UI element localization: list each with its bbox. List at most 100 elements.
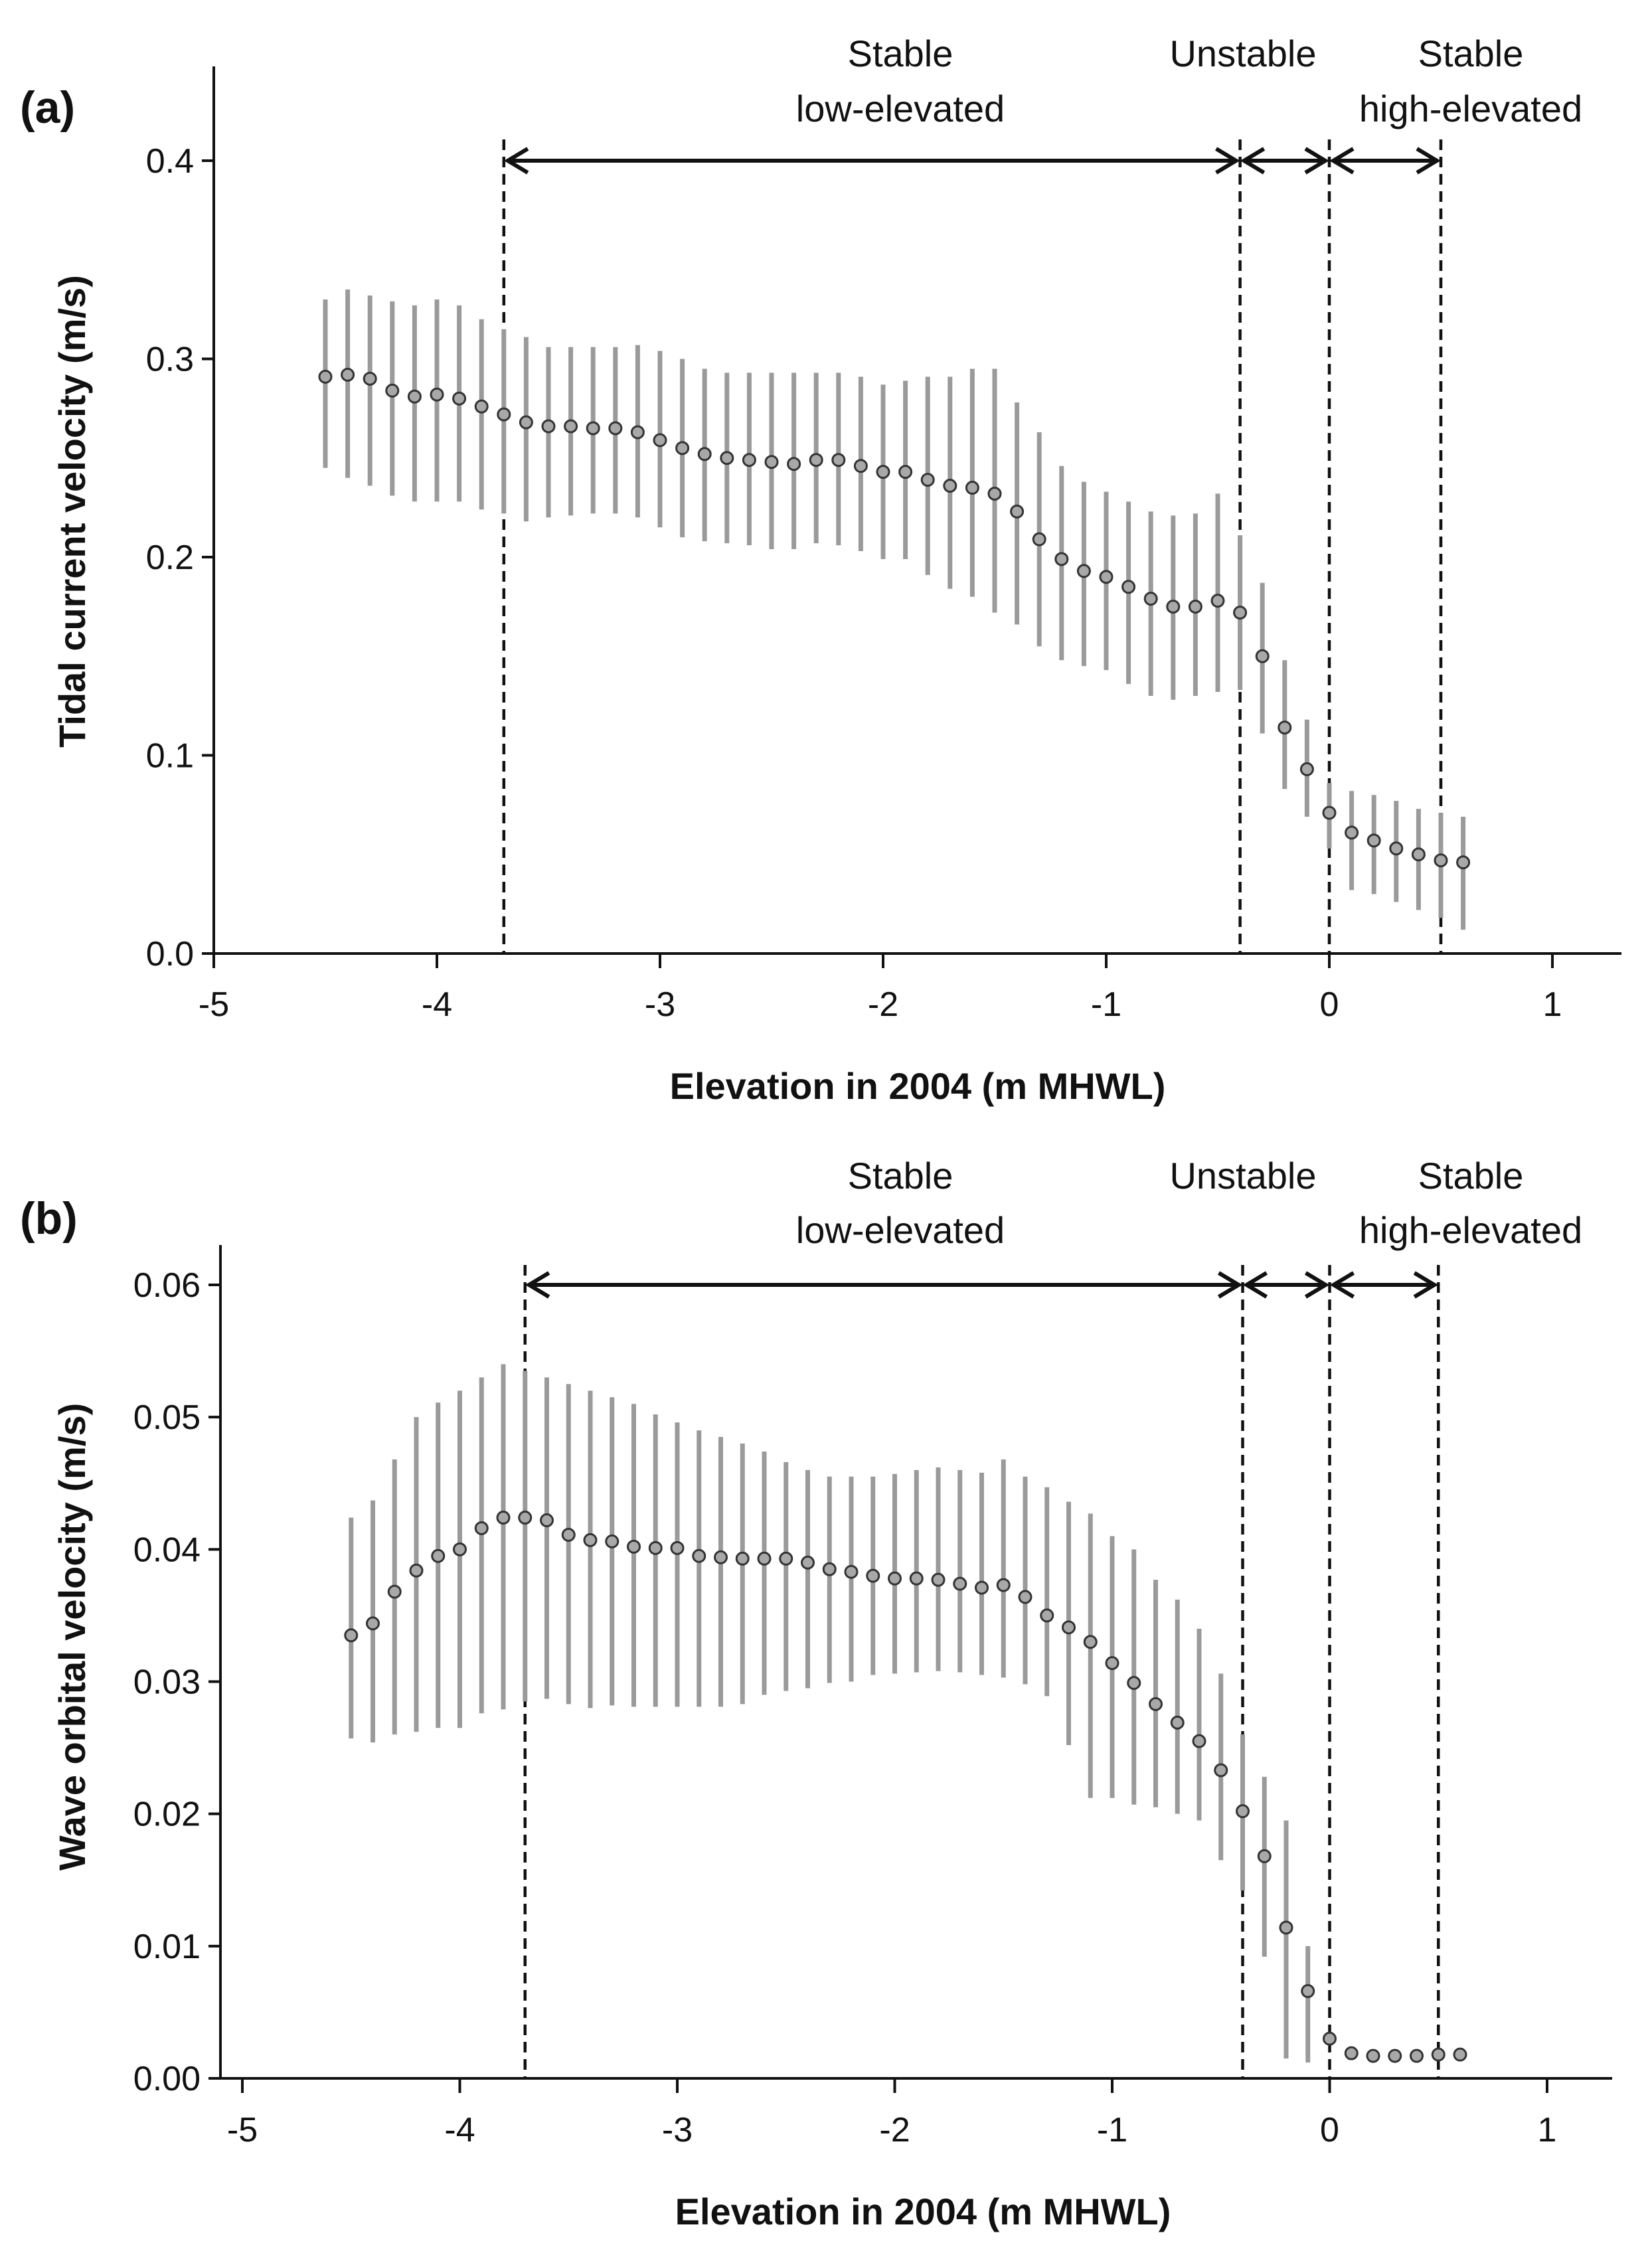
data-point — [866, 1568, 880, 1583]
data-point — [1105, 1656, 1119, 1671]
x-tick-label: -3 — [662, 2111, 693, 2149]
y-tick-label: 0.4 — [146, 142, 194, 181]
data-point — [1099, 570, 1114, 584]
region-arrow-2 — [1240, 147, 1329, 175]
panel-b-error-bars — [349, 1364, 1463, 2063]
y-tick-label: 0.02 — [133, 1795, 201, 1834]
data-point — [653, 433, 667, 448]
data-point — [757, 1551, 772, 1566]
region-arrow-2 — [1242, 1271, 1330, 1299]
data-point — [779, 1551, 793, 1566]
panel-b-label: (b) — [20, 1193, 78, 1244]
data-point — [670, 1541, 685, 1555]
data-point — [1149, 1697, 1163, 1711]
data-point — [1054, 552, 1069, 566]
x-tick-label: -4 — [444, 2111, 475, 2149]
data-point — [801, 1555, 815, 1570]
data-point — [497, 407, 511, 422]
panel-a-label: (a) — [20, 82, 75, 133]
data-point — [1431, 2047, 1446, 2062]
data-point — [1279, 1920, 1293, 1935]
data-point — [742, 453, 756, 467]
panel-b-x-ticks: -5 -4 -3 -2 -1 0 1 — [227, 2078, 1557, 2149]
data-point — [630, 425, 645, 440]
x-tick-label: 1 — [1538, 2111, 1557, 2149]
data-point — [996, 1578, 1011, 1592]
y-tick-label: 0.1 — [146, 737, 194, 776]
panel-a-y-ticks: 0.0 0.1 0.2 0.3 0.4 — [146, 142, 214, 973]
panel-a-y-axis-title: Tidal current velocity (m/s) — [51, 275, 93, 748]
data-point — [605, 1534, 620, 1548]
data-point — [1076, 564, 1091, 578]
data-point — [1192, 1734, 1206, 1748]
panel-a-error-bars — [323, 290, 1466, 930]
data-point — [787, 457, 801, 471]
x-tick-label: -2 — [879, 2111, 910, 2149]
x-tick-label: 0 — [1320, 985, 1339, 1024]
data-point — [452, 391, 467, 406]
data-point — [920, 473, 935, 487]
data-point — [1345, 825, 1359, 840]
y-tick-label: 0.03 — [133, 1663, 201, 1702]
region-unstable-label: Unstable — [1169, 1155, 1316, 1197]
x-tick-label: 1 — [1543, 985, 1562, 1024]
y-tick-label: 0.06 — [133, 1266, 201, 1305]
x-tick-label: -5 — [227, 2111, 258, 2149]
region-unstable-label: Unstable — [1169, 33, 1316, 74]
y-tick-label: 0.01 — [133, 1928, 201, 1966]
data-point — [608, 421, 623, 436]
data-point — [1032, 532, 1046, 546]
data-point — [697, 447, 712, 461]
panel-b-y-axis-title: Wave orbital velocity (m/s) — [51, 1403, 93, 1871]
data-point — [1344, 2046, 1359, 2060]
panel-a-x-axis-title: Elevation in 2004 (m MHWL) — [670, 1065, 1166, 1107]
data-point — [1143, 592, 1158, 606]
region-stable-low-subtitle: low-elevated — [796, 88, 1005, 129]
data-point — [1453, 2047, 1467, 2062]
panel-b-mean-points — [344, 1511, 1467, 2063]
data-point — [496, 1511, 511, 1525]
y-tick-label: 0.04 — [133, 1531, 201, 1569]
data-point — [564, 419, 578, 434]
region-arrow-1 — [503, 147, 1240, 175]
data-point — [888, 1571, 902, 1586]
data-point — [453, 1542, 467, 1556]
data-point — [366, 1616, 380, 1631]
panel-b-region-arrows — [525, 1271, 1439, 1299]
data-point — [1236, 1804, 1250, 1819]
data-point — [586, 421, 600, 436]
panel-a-mean-points — [318, 367, 1471, 870]
data-point — [1255, 649, 1270, 663]
data-point — [692, 1548, 706, 1563]
data-point — [1121, 580, 1136, 594]
data-point — [1170, 1715, 1185, 1730]
data-point — [1388, 2048, 1402, 2063]
data-point — [407, 389, 422, 404]
data-point — [474, 399, 489, 414]
y-tick-label: 0.2 — [146, 539, 194, 577]
data-point — [1233, 606, 1248, 620]
data-point — [1366, 833, 1381, 848]
data-point — [1210, 594, 1225, 608]
region-stable-high-title: Stable — [1418, 1155, 1524, 1197]
data-point — [387, 1584, 402, 1599]
data-point — [1166, 600, 1181, 614]
x-tick-label: -1 — [1091, 985, 1121, 1024]
data-point — [409, 1563, 424, 1578]
region-stable-low-subtitle: low-elevated — [796, 1209, 1005, 1251]
data-point — [1083, 1635, 1098, 1649]
region-stable-high-title: Stable — [1418, 33, 1524, 74]
data-point — [1257, 1849, 1272, 1863]
data-point — [1410, 2048, 1424, 2063]
data-point — [1389, 841, 1404, 856]
x-tick-label: -4 — [422, 985, 452, 1024]
data-point — [627, 1539, 641, 1554]
data-point — [987, 486, 1002, 501]
data-point — [1127, 1675, 1141, 1690]
data-point — [943, 479, 957, 493]
data-point — [1010, 504, 1025, 519]
panel-b-region-labels: Stable low-elevated Unstable Stable high… — [796, 1155, 1582, 1251]
data-point — [1062, 1620, 1076, 1635]
data-point — [1323, 2031, 1337, 2046]
region-stable-high-subtitle: high-elevated — [1359, 1209, 1582, 1251]
